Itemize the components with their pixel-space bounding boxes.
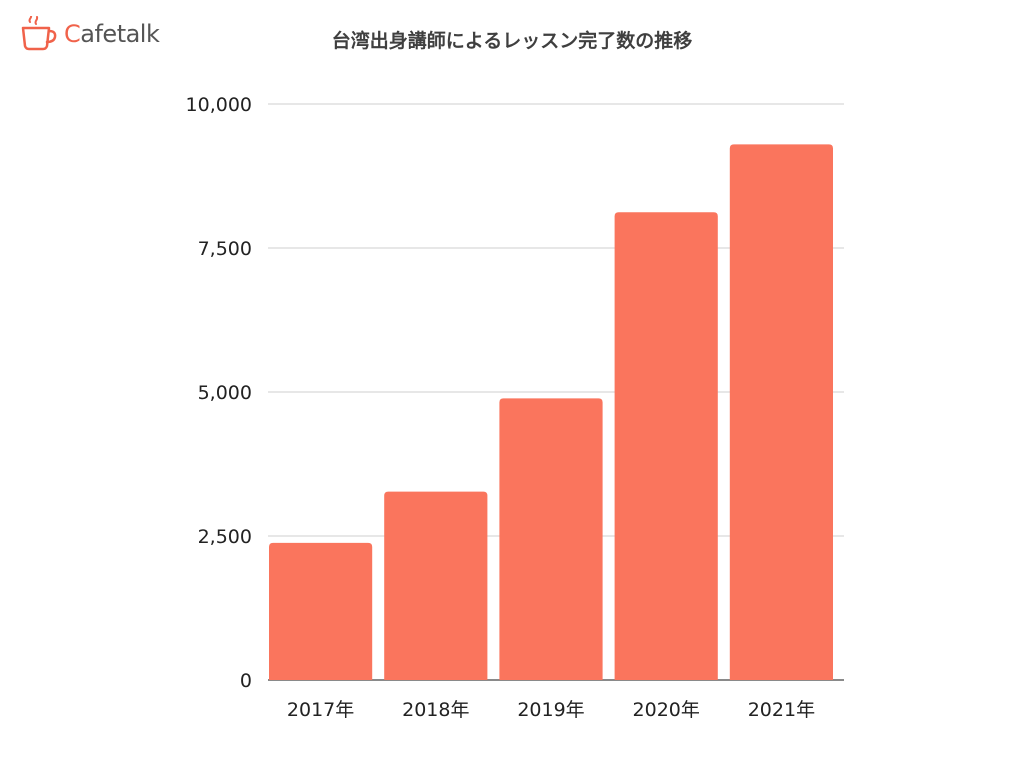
x-tick-label: 2019年: [517, 699, 584, 721]
x-tick-label: 2020年: [633, 699, 700, 721]
bar-2017年: [269, 542, 373, 680]
bar-2019年: [499, 398, 603, 680]
y-tick-label: 0: [240, 670, 252, 692]
coffee-cup-icon: [21, 16, 57, 51]
y-tick-label: 5,000: [198, 382, 252, 404]
bars: [269, 144, 833, 680]
cafetalk-logo[interactable]: Cafetalk: [20, 14, 160, 54]
bar-2021年: [729, 144, 833, 680]
y-tick-labels: 0 2,500 5,000 7,500 10,000: [186, 94, 252, 692]
chart-title: 台湾出身講師によるレッスン完了数の推移: [331, 30, 693, 52]
x-tick-label: 2017年: [287, 699, 354, 721]
x-tick-labels: 2017年 2018年 2019年 2020年 2021年: [287, 699, 815, 721]
bar-2018年: [384, 491, 488, 680]
logo-text: Cafetalk: [64, 20, 160, 48]
x-tick-label: 2021年: [748, 699, 815, 721]
y-tick-label: 2,500: [198, 526, 252, 548]
logo-rest: afetalk: [80, 20, 160, 48]
y-tick-label: 7,500: [198, 238, 252, 260]
logo-first-letter: C: [64, 20, 81, 48]
x-tick-label: 2018年: [402, 699, 469, 721]
y-tick-label: 10,000: [186, 94, 252, 116]
bar-2020年: [614, 212, 718, 680]
